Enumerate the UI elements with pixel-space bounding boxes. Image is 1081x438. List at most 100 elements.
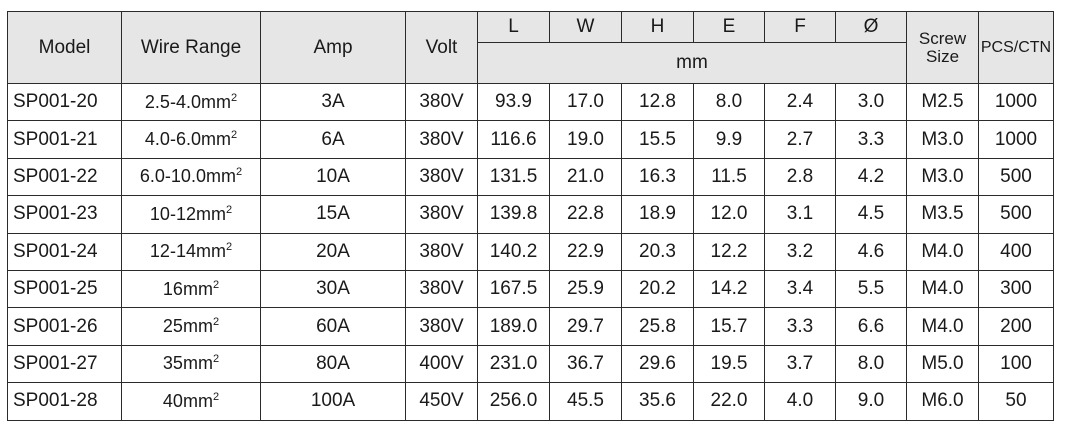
wire-range-text: 4.0-6.0mm: [144, 129, 231, 150]
cell-dim-e: 8.0: [693, 82, 765, 122]
cell-volt: 400V: [405, 344, 478, 384]
table-row: SP001-21 4.0-6.0mm2 6A 380V 116.6 19.0 15.5 9.9…: [7, 120, 1054, 159]
header-volt: Volt: [405, 11, 478, 84]
cell-pcs-ctn: 500: [978, 195, 1054, 234]
cell-volt: 450V: [405, 382, 478, 421]
table-row: SP001-24 12-14mm2 20A 380V 140.2 22.9 20.3 12.2…: [7, 232, 1054, 271]
cell-amp: 80A: [260, 344, 406, 384]
cell-model: SP001-24: [7, 232, 122, 271]
cell-dim-h: 15.5: [621, 120, 694, 159]
header-model: Model: [7, 11, 122, 84]
spec-table: Model Wire Range Amp Volt L W H E F Ø Sc…: [7, 11, 1054, 421]
cell-dim-diameter: 6.6: [835, 307, 907, 346]
cell-amp: 10A: [260, 157, 406, 197]
cell-dim-diameter: 3.0: [835, 82, 907, 122]
cell-dim-h: 18.9: [621, 195, 694, 234]
wire-range-text: 12-14mm: [149, 241, 226, 262]
header-dim-h: H: [621, 11, 694, 43]
cell-dim-l: 189.0: [477, 307, 550, 346]
cell-dim-e: 12.2: [693, 232, 765, 271]
cell-model: SP001-23: [7, 195, 122, 234]
cell-wire-range: 10-12mm2: [121, 195, 261, 234]
cell-screw-size: M3.5: [906, 195, 979, 234]
cell-wire-range: 4.0-6.0mm2: [121, 120, 261, 159]
wire-range-superscript: 2: [212, 278, 220, 291]
header-pcs-ctn: PCS/CTN: [978, 11, 1054, 84]
spec-table-container: Model Wire Range Amp Volt L W H E F Ø Sc…: [7, 11, 1054, 421]
cell-pcs-ctn: 100: [978, 344, 1054, 384]
wire-range-superscript: 2: [230, 129, 238, 142]
cell-dim-w: 19.0: [549, 120, 622, 159]
cell-model: SP001-25: [7, 269, 122, 309]
cell-dim-h: 29.6: [621, 344, 694, 384]
cell-dim-f: 3.2: [764, 232, 836, 271]
spec-table-body: SP001-20 2.5-4.0mm2 3A 380V 93.9 17.0 12.8 8.0 2…: [7, 82, 1054, 421]
cell-dim-w: 22.8: [549, 195, 622, 234]
cell-amp: 60A: [260, 307, 406, 346]
header-wire-range: Wire Range: [121, 11, 261, 84]
wire-range-superscript: 2: [212, 316, 220, 329]
wire-range-superscript: 2: [212, 353, 220, 366]
cell-pcs-ctn: 1000: [978, 82, 1054, 122]
table-row: SP001-22 6.0-10.0mm2 10A 380V 131.5 21.0 16.3 1…: [7, 157, 1054, 197]
cell-dim-h: 20.2: [621, 269, 694, 309]
wire-range-superscript: 2: [212, 390, 220, 403]
cell-dim-f: 3.7: [764, 344, 836, 384]
cell-volt: 380V: [405, 120, 478, 159]
header-dim-diameter: Ø: [835, 11, 907, 43]
cell-amp: 3A: [260, 82, 406, 122]
wire-range-text: 10-12mm: [149, 203, 226, 224]
cell-amp: 30A: [260, 269, 406, 309]
cell-dim-e: 22.0: [693, 382, 765, 421]
table-row: SP001-25 16mm2 30A 380V 167.5 25.9 20.2 14.2 3.4…: [7, 269, 1054, 309]
table-row: SP001-27 35mm2 80A 400V 231.0 36.7 29.6 19.5 3.7…: [7, 344, 1054, 384]
cell-dim-w: 17.0: [549, 82, 622, 122]
cell-dim-w: 29.7: [549, 307, 622, 346]
cell-dim-f: 2.4: [764, 82, 836, 122]
cell-dim-w: 36.7: [549, 344, 622, 384]
cell-dim-l: 167.5: [477, 269, 550, 309]
wire-range-text: 6.0-10.0mm: [139, 166, 236, 187]
cell-amp: 20A: [260, 232, 406, 271]
cell-dim-w: 22.9: [549, 232, 622, 271]
cell-volt: 380V: [405, 269, 478, 309]
cell-dim-diameter: 4.2: [835, 157, 907, 197]
cell-dim-l: 231.0: [477, 344, 550, 384]
cell-wire-range: 6.0-10.0mm2: [121, 157, 261, 197]
cell-pcs-ctn: 400: [978, 232, 1054, 271]
table-row: SP001-20 2.5-4.0mm2 3A 380V 93.9 17.0 12.8 8.0 2…: [7, 82, 1054, 122]
wire-range-text: 35mm: [162, 353, 213, 374]
cell-dim-h: 12.8: [621, 82, 694, 122]
wire-range-superscript: 2: [225, 241, 233, 254]
cell-dim-l: 139.8: [477, 195, 550, 234]
cell-screw-size: M4.0: [906, 269, 979, 309]
cell-dim-diameter: 5.5: [835, 269, 907, 309]
cell-dim-l: 140.2: [477, 232, 550, 271]
table-row: SP001-23 10-12mm2 15A 380V 139.8 22.8 18.9 12.0…: [7, 195, 1054, 234]
cell-dim-l: 256.0: [477, 382, 550, 421]
cell-dim-f: 2.8: [764, 157, 836, 197]
table-row: SP001-28 40mm2 100A 450V 256.0 45.5 35.6 22.0 4.…: [7, 382, 1054, 421]
cell-dim-l: 93.9: [477, 82, 550, 122]
cell-amp: 15A: [260, 195, 406, 234]
wire-range-text: 2.5-4.0mm: [144, 91, 231, 112]
wire-range-superscript: 2: [235, 166, 243, 179]
cell-wire-range: 12-14mm2: [121, 232, 261, 271]
cell-dim-e: 15.7: [693, 307, 765, 346]
header-dim-w: W: [549, 11, 622, 43]
cell-volt: 380V: [405, 232, 478, 271]
cell-dim-f: 4.0: [764, 382, 836, 421]
cell-dim-e: 14.2: [693, 269, 765, 309]
cell-pcs-ctn: 200: [978, 307, 1054, 346]
cell-dim-diameter: 3.3: [835, 120, 907, 159]
cell-dim-diameter: 9.0: [835, 382, 907, 421]
cell-dim-e: 19.5: [693, 344, 765, 384]
cell-screw-size: M5.0: [906, 344, 979, 384]
cell-screw-size: M4.0: [906, 232, 979, 271]
cell-volt: 380V: [405, 157, 478, 197]
cell-dim-h: 16.3: [621, 157, 694, 197]
cell-wire-range: 40mm2: [121, 382, 261, 421]
cell-volt: 380V: [405, 307, 478, 346]
cell-model: SP001-20: [7, 82, 122, 122]
cell-screw-size: M2.5: [906, 82, 979, 122]
